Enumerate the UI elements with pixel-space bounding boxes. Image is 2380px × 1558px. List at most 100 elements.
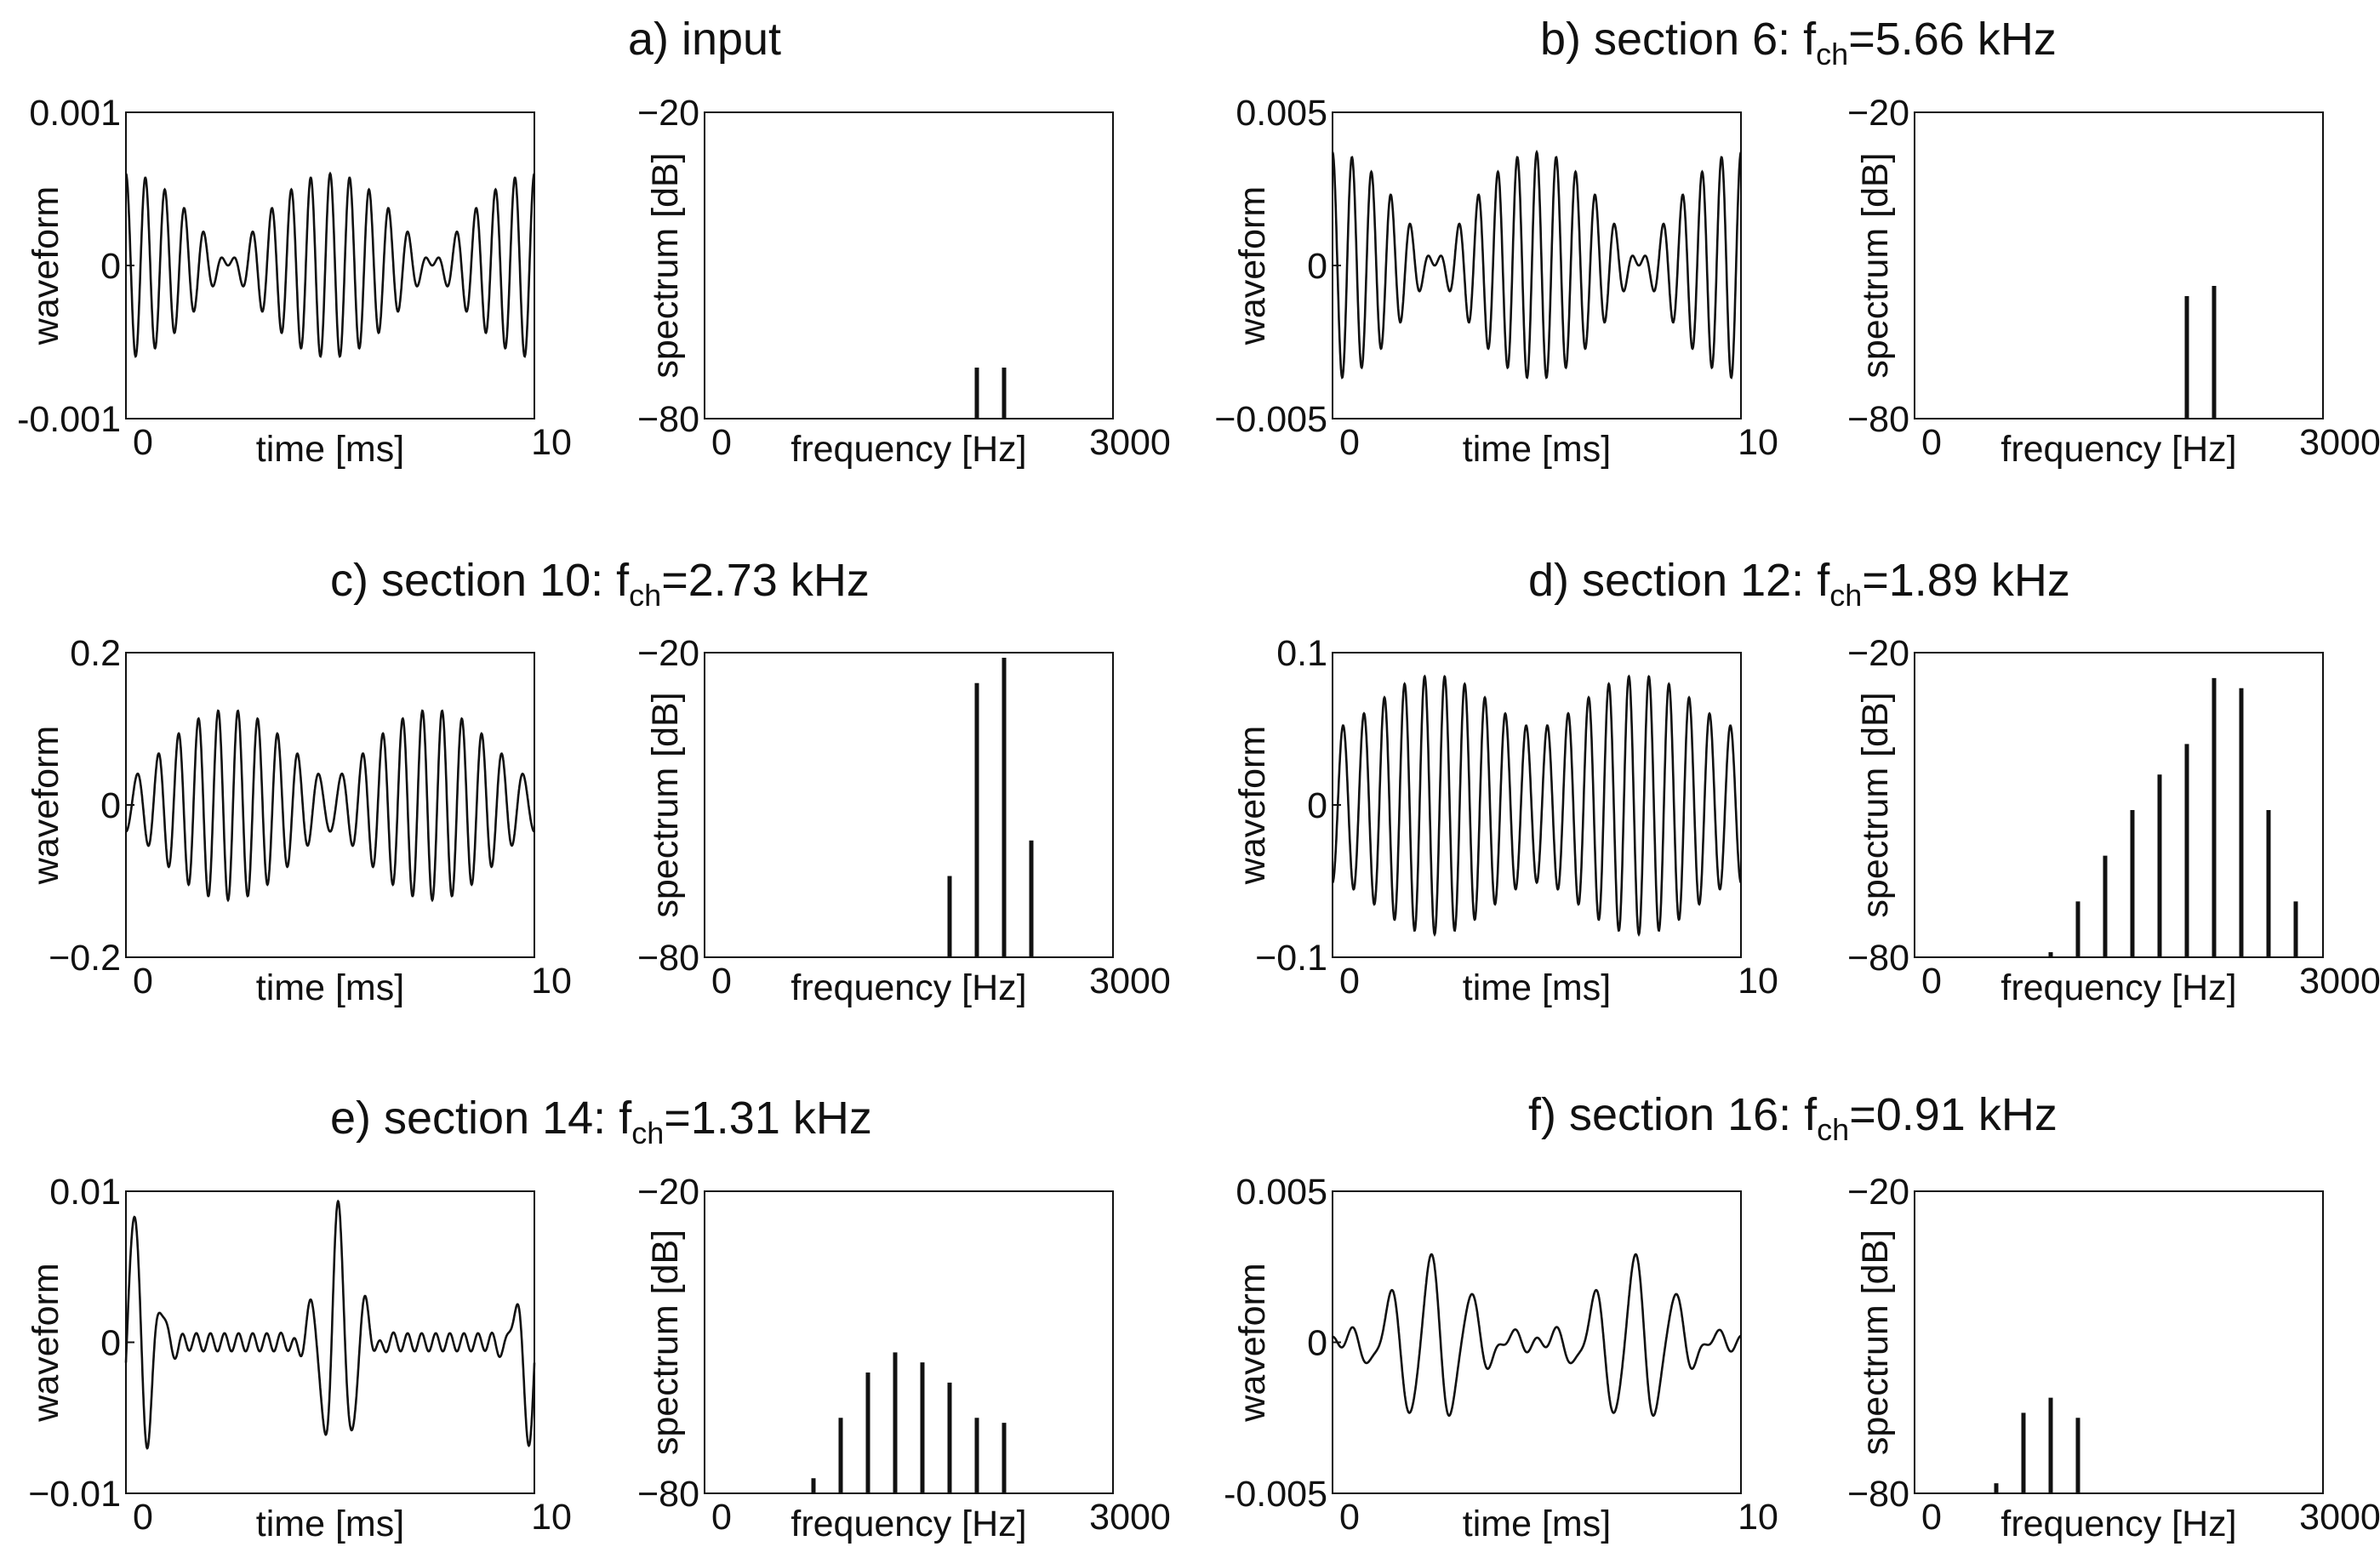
y-tick-label: -0.001 bbox=[17, 399, 121, 440]
y-tick-label: 0 bbox=[1307, 785, 1327, 826]
x-tick-label: 0 bbox=[133, 1497, 153, 1538]
y-axis-label: waveform bbox=[1232, 186, 1273, 345]
x-axis-label: frequency [Hz] bbox=[790, 429, 1026, 470]
y-axis-label: spectrum [dB] bbox=[1855, 1230, 1896, 1455]
panel-a-waveform-plot: 0.001 0 -0.001 0 10 time [ms] waveform bbox=[17, 93, 572, 470]
panel-e-spectrum-plot: −20 −80 0 3000 frequency [Hz] spectrum [dB] bbox=[637, 1172, 1171, 1544]
panel-d-waveform-plot: 0.1 0 −0.1 0 10 time [ms] waveform bbox=[1232, 633, 1778, 1008]
y-axis-label: spectrum [dB] bbox=[645, 1230, 686, 1455]
panel-a-title: a) input bbox=[628, 14, 781, 65]
y-tick-label: 0 bbox=[1307, 246, 1327, 287]
x-axis-label: time [ms] bbox=[256, 429, 404, 470]
x-tick-label: 0 bbox=[711, 961, 732, 1002]
y-axis-label: waveform bbox=[1232, 1263, 1273, 1422]
y-tick-label: -0.005 bbox=[1224, 1474, 1327, 1515]
y-tick-label: −20 bbox=[1847, 1172, 1909, 1213]
y-tick-label: −20 bbox=[637, 93, 699, 134]
x-axis-label: frequency [Hz] bbox=[2000, 1504, 2236, 1544]
y-tick-label: −20 bbox=[637, 1172, 699, 1213]
y-axis-label: waveform bbox=[26, 1263, 66, 1422]
x-axis-label: time [ms] bbox=[1463, 429, 1611, 470]
panel-c-waveform-plot: 0.2 0 −0.2 0 10 time [ms] waveform bbox=[26, 633, 572, 1008]
y-axis-label: waveform bbox=[1232, 726, 1273, 885]
y-tick-label: −20 bbox=[1847, 93, 1909, 134]
y-tick-label: 0.1 bbox=[1276, 633, 1327, 674]
x-tick-label: 3000 bbox=[1089, 961, 1171, 1002]
panel-c-spectrum-plot: −20 −80 0 3000 frequency [Hz] spectrum [dB] bbox=[637, 633, 1171, 1008]
y-tick-label: −20 bbox=[1847, 633, 1909, 674]
x-axis-label: time [ms] bbox=[256, 967, 404, 1008]
x-tick-label: 0 bbox=[1921, 1497, 1942, 1538]
x-axis-label: time [ms] bbox=[1463, 1504, 1611, 1544]
x-axis-label: time [ms] bbox=[256, 1504, 404, 1544]
plot-area: 0.001 0 -0.001 0 10 time [ms] waveform −20 −80 0 3… bbox=[17, 93, 2380, 1544]
y-tick-label: −80 bbox=[637, 399, 699, 440]
y-tick-label: −80 bbox=[1847, 399, 1909, 440]
panel-d-title: d) section 12: fch=1.89 kHz bbox=[1528, 555, 2070, 613]
x-tick-label: 10 bbox=[531, 961, 572, 1002]
y-axis-label: spectrum [dB] bbox=[645, 692, 686, 917]
y-axis-label: waveform bbox=[26, 186, 66, 345]
panel-f-waveform-line bbox=[1332, 1253, 1742, 1417]
x-axis-label: frequency [Hz] bbox=[790, 967, 1026, 1008]
y-axis-label: spectrum [dB] bbox=[1855, 692, 1896, 917]
panel-a-spectrum-frame bbox=[704, 111, 1114, 419]
x-tick-label: 0 bbox=[711, 1497, 732, 1538]
x-tick-label: 0 bbox=[1921, 422, 1942, 463]
x-tick-label: 3000 bbox=[1089, 1497, 1171, 1538]
panel-e-waveform-plot: 0.01 0 −0.01 0 10 time [ms] waveform bbox=[26, 1172, 572, 1544]
x-tick-label: 10 bbox=[1738, 1497, 1778, 1538]
x-tick-label: 10 bbox=[1738, 422, 1778, 463]
panel-a-waveform-line bbox=[124, 171, 536, 358]
panel-b-spectrum-plot: −20 −80 0 3000 frequency [Hz] spectrum [dB] bbox=[1847, 93, 2380, 470]
panel-d-spectrum-frame bbox=[1914, 652, 2324, 958]
y-tick-label: 0 bbox=[100, 246, 121, 287]
x-tick-label: 3000 bbox=[1089, 422, 1171, 463]
x-tick-label: 10 bbox=[531, 1497, 572, 1538]
y-tick-label: −0.1 bbox=[1255, 938, 1327, 979]
y-axis-label: spectrum [dB] bbox=[1855, 152, 1896, 378]
y-tick-label: −80 bbox=[637, 938, 699, 979]
y-tick-label: 0 bbox=[100, 1323, 121, 1364]
x-axis-label: frequency [Hz] bbox=[2000, 429, 2236, 470]
panel-d-waveform-line bbox=[1332, 674, 1743, 938]
x-tick-label: 10 bbox=[531, 422, 572, 463]
y-tick-label: 0.001 bbox=[29, 93, 121, 134]
panel-c-title: c) section 10: fch=2.73 kHz bbox=[330, 555, 870, 613]
panel-e-title: e) section 14: fch=1.31 kHz bbox=[330, 1093, 872, 1150]
x-axis-label: frequency [Hz] bbox=[790, 1504, 1026, 1544]
y-tick-label: −80 bbox=[1847, 938, 1909, 979]
panel-c-waveform-line bbox=[125, 709, 535, 903]
y-tick-label: 0.2 bbox=[70, 633, 121, 674]
y-axis-label: waveform bbox=[26, 726, 66, 885]
x-tick-label: 0 bbox=[133, 961, 153, 1002]
x-tick-label: 3000 bbox=[2299, 961, 2380, 1002]
panel-b-waveform-line bbox=[1331, 149, 1743, 380]
x-tick-label: 0 bbox=[711, 422, 732, 463]
panel-b-spectrum-frame bbox=[1914, 111, 2324, 419]
panel-b-title: b) section 6: fch=5.66 kHz bbox=[1540, 14, 2057, 71]
x-axis-label: time [ms] bbox=[1463, 967, 1611, 1008]
y-axis-label: spectrum [dB] bbox=[645, 152, 686, 378]
x-tick-label: 0 bbox=[1339, 961, 1360, 1002]
x-tick-label: 0 bbox=[133, 422, 153, 463]
panel-d-spectrum-plot: −20 −80 0 3000 frequency [Hz] spectrum [dB] bbox=[1847, 633, 2380, 1008]
y-tick-label: 0.01 bbox=[49, 1172, 121, 1213]
x-tick-label: 0 bbox=[1921, 961, 1942, 1002]
panel-a-spectrum-plot: −20 −80 0 3000 frequency [Hz] spectrum [dB] bbox=[637, 93, 1171, 470]
x-tick-label: 3000 bbox=[2299, 422, 2380, 463]
y-tick-label: −80 bbox=[637, 1474, 699, 1515]
y-tick-label: 0.005 bbox=[1236, 1172, 1327, 1213]
x-tick-label: 10 bbox=[1738, 961, 1778, 1002]
panel-c-spectrum-frame bbox=[704, 652, 1114, 958]
y-tick-label: −0.005 bbox=[1214, 399, 1327, 440]
panel-f-title: f) section 16: fch=0.91 kHz bbox=[1528, 1089, 2058, 1147]
x-tick-label: 0 bbox=[1339, 422, 1360, 463]
panel-f-waveform-plot: 0.005 0 -0.005 0 10 time [ms] waveform bbox=[1224, 1172, 1778, 1544]
x-tick-label: 3000 bbox=[2299, 1497, 2380, 1538]
y-tick-label: 0 bbox=[1307, 1323, 1327, 1364]
x-axis-label: frequency [Hz] bbox=[2000, 967, 2236, 1008]
y-tick-label: −80 bbox=[1847, 1474, 1909, 1515]
panel-e-waveform-line bbox=[124, 1199, 536, 1450]
panel-f-spectrum-plot: −20 −80 0 3000 frequency [Hz] spectrum [dB] bbox=[1847, 1172, 2380, 1544]
